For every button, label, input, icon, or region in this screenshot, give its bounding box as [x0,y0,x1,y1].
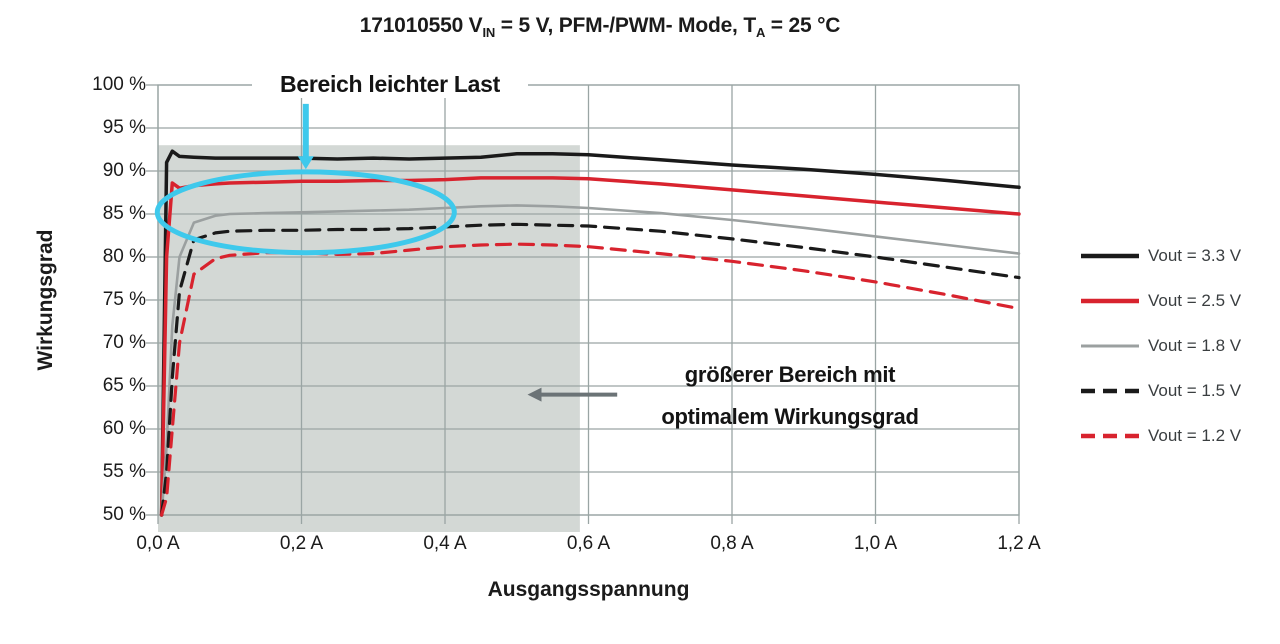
y-tick-label: 80 % [102,246,146,267]
legend-label: Vout = 1.2 V [1148,426,1242,445]
y-tick-label: 50 % [102,504,146,525]
annotation-optimal-line2: optimalem Wirkungsgrad [661,404,919,429]
chart-title: 171010550 VIN = 5 V, PFM-/PWM- Mode, TA … [0,14,1200,40]
chart-title-text-end: = 25 °C [765,14,841,37]
y-tick-label: 75 % [102,289,146,310]
chart-title-text-mid: = 5 V, PFM-/PWM- Mode, T [495,14,756,37]
legend-line-sample-icon [1081,388,1139,394]
y-tick-label: 85 % [102,203,146,224]
cyan-arrow-head-icon [297,156,314,170]
legend: Vout = 3.3 V Vout = 2.5 V Vout = 1.8 V Vout… [1080,245,1241,470]
chart-title-sub-a: A [755,25,766,41]
curve-vout-3.3-v [159,149,1021,517]
legend-line-sample-icon [1081,433,1139,439]
curve-vout-1.8-v [160,204,1021,517]
x-tick-label: 0,6 A [566,533,611,554]
gray-arrow-head-icon [527,387,542,402]
y-tick-label: 65 % [102,375,146,396]
annotation-optimal-region: größerer Bereich mit optimalem Wirkungsg… [640,362,940,446]
x-tick-label: 0,0 A [136,533,180,554]
legend-line-sample-icon [1081,344,1139,348]
legend-label: Vout = 1.8 V [1148,336,1242,355]
plot-border [157,84,1020,516]
x-tick-label: 0,2 A [279,533,324,554]
curve-vout-1.5-v [160,222,1021,517]
legend-line-sample-icon [1081,298,1139,304]
y-tick-label: 95 % [102,117,146,138]
annotation-light-load: Bereich leichter Last [252,71,528,98]
y-tick-label: 100 % [92,74,146,95]
light-load-ellipse [154,169,457,256]
x-axis-title: Ausgangsspannung [487,578,690,601]
y-axis-title: Wirkungsgrad [34,229,57,371]
legend-entry: Vout = 3.3 V [1080,245,1241,267]
y-tick-label: 70 % [102,332,146,353]
legend-entry: Vout = 1.2 V [1080,425,1241,447]
legend-entry: Vout = 1.5 V [1080,380,1241,402]
optimal-region-shade [158,145,580,532]
x-tick-label: 0,4 A [423,533,467,554]
chart-title-sub-in: IN [482,25,496,41]
y-tick-label: 55 % [102,461,146,482]
legend-entry: Vout = 1.8 V [1080,335,1241,357]
legend-entry: Vout = 2.5 V [1080,290,1241,312]
x-tick-label: 1,0 A [853,533,898,554]
legend-label: Vout = 3.3 V [1148,246,1242,265]
y-tick-label: 90 % [102,160,146,181]
y-tick-label: 60 % [102,418,146,439]
x-tick-label: 0,8 A [710,533,754,554]
chart-title-text: 171010550 V [359,14,483,37]
annotation-optimal-line1: größerer Bereich mit [684,362,896,387]
legend-label: Vout = 1.5 V [1148,381,1242,400]
curve-vout-1.2-v [160,242,1021,517]
x-tick-label: 1,2 A [997,533,1041,554]
legend-line-sample-icon [1081,253,1139,259]
legend-label: Vout = 2.5 V [1148,291,1242,310]
